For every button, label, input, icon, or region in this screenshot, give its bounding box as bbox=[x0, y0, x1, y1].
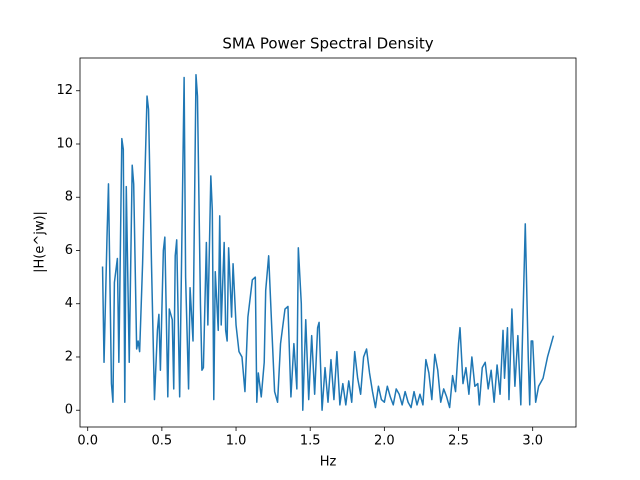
x-tick-label: 1.0 bbox=[226, 434, 247, 449]
y-tick-label: 4 bbox=[65, 296, 73, 311]
plot-frame bbox=[79, 57, 577, 428]
y-tick-label: 12 bbox=[56, 83, 73, 98]
x-tick-label: 2.0 bbox=[374, 434, 395, 449]
y-tick-label: 10 bbox=[56, 136, 73, 151]
y-tick-label: 6 bbox=[65, 243, 73, 258]
x-tick-label: 3.0 bbox=[522, 434, 543, 449]
x-tick-label: 1.5 bbox=[300, 434, 321, 449]
y-tick-label: 2 bbox=[65, 349, 73, 364]
x-tick-label: 0.5 bbox=[152, 434, 173, 449]
x-axis-label: Hz bbox=[320, 455, 337, 470]
y-axis-label: |H(e^jw)| bbox=[33, 211, 48, 273]
y-tick-label: 8 bbox=[65, 190, 73, 205]
y-tick-label: 0 bbox=[65, 403, 73, 418]
chart-title: SMA Power Spectral Density bbox=[222, 35, 433, 53]
x-tick-label: 0.0 bbox=[77, 434, 98, 449]
x-tick-label: 2.5 bbox=[448, 434, 469, 449]
data-line bbox=[101, 74, 555, 411]
